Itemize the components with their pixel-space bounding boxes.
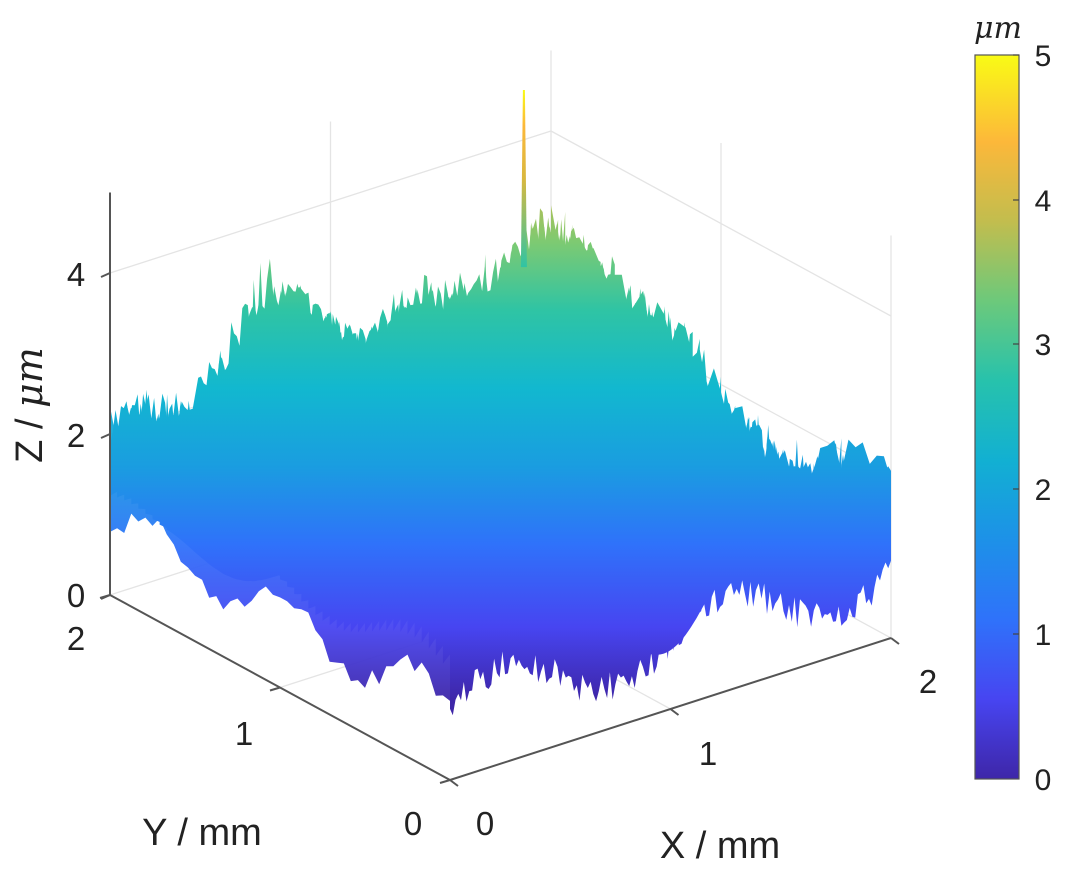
surface-mesh: [110, 90, 891, 716]
y-axis-label: Y / mm: [142, 812, 262, 854]
colorbar-tick-1: 1: [1035, 619, 1052, 652]
y-tick-0: 0: [404, 805, 422, 842]
x-axis-ticks: 0 1 2: [476, 663, 937, 842]
colorbar: μm 0 1 2 3 4 5: [974, 11, 1051, 797]
z-axis-label: Z / μm: [7, 347, 51, 463]
y-axis-ticks: 2 1 0: [67, 620, 422, 842]
z-tick-4: 4: [67, 256, 85, 293]
colorbar-tick-4: 4: [1035, 185, 1052, 218]
x-tick-1: 1: [699, 735, 717, 772]
z-axis-label-unit: μm: [7, 347, 51, 408]
x-axis-label: X / mm: [660, 825, 780, 867]
z-axis-ticks: 0 2 4: [67, 256, 85, 614]
y-tick-1: 1: [235, 715, 253, 752]
y-tick-2: 2: [67, 620, 85, 657]
colorbar-unit-label: μm: [974, 11, 1022, 46]
colorbar-tick-0: 0: [1035, 764, 1052, 797]
z-tick-2: 2: [67, 417, 85, 454]
colorbar-tick-5: 5: [1035, 40, 1052, 73]
colorbar-scale: [974, 54, 1020, 780]
x-tick-2: 2: [919, 663, 937, 700]
axis-lines: [99, 192, 900, 787]
colorbar-tick-2: 2: [1035, 474, 1052, 507]
surface-peak-spike: [520, 90, 527, 268]
z-tick-0: 0: [67, 577, 85, 614]
colorbar-tick-3: 3: [1035, 329, 1052, 362]
z-axis-label-prefix: Z /: [9, 408, 51, 463]
x-tick-0: 0: [476, 805, 494, 842]
